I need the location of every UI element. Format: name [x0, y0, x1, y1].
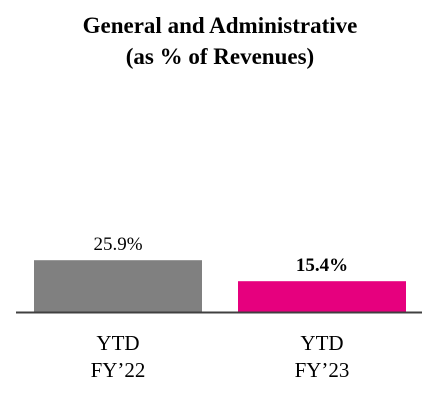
x-tick-label-2-line-2: FY’23: [295, 358, 350, 382]
x-tick-label-1-line-1: YTD: [96, 331, 139, 355]
data-label-2: 15.4%: [296, 255, 348, 276]
bar-2: [238, 281, 406, 312]
chart-title-line-2: (as % of Revenues): [125, 44, 315, 69]
chart-title: General and Administrative (as % of Reve…: [0, 10, 440, 72]
data-label-1: 25.9%: [93, 234, 142, 255]
x-tick-label-1-line-2: FY’22: [91, 358, 146, 382]
x-tick-label-2-line-1: YTD: [300, 331, 343, 355]
bar-1: [34, 260, 202, 312]
chart-title-line-1: General and Administrative: [82, 13, 358, 38]
